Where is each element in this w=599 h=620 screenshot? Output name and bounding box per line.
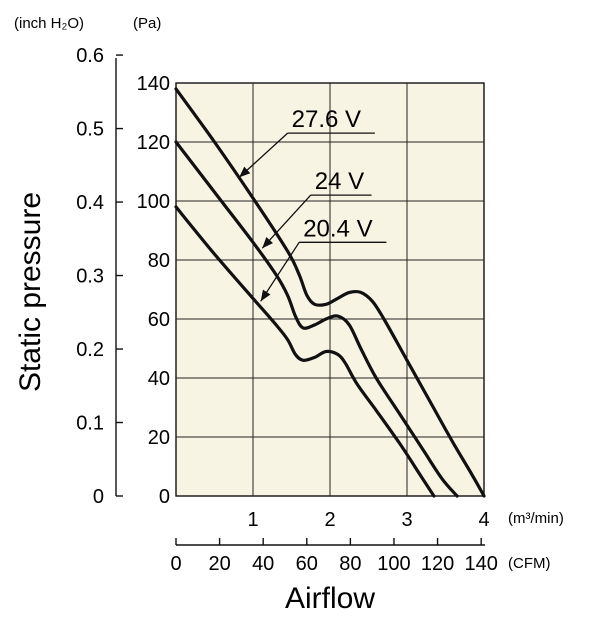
secondary-y-ticks: 0 0.1 0.2 0.3 0.4 0.5 0.6 bbox=[76, 45, 123, 508]
series-curves bbox=[174, 87, 486, 498]
series-line-20-4-V bbox=[174, 205, 436, 498]
series-annotations: 27.6 V 24 V 20.4 V bbox=[238, 106, 387, 302]
secondary-y-tick-label: 0.2 bbox=[76, 339, 104, 361]
secondary-x-tick-label: 0 bbox=[170, 553, 181, 575]
secondary-x-ticks: 0 20 40 60 80 100 120 140 bbox=[170, 538, 498, 575]
secondary-y-tick-label: 0.1 bbox=[76, 413, 104, 435]
series-leader-line bbox=[261, 194, 312, 249]
x-tick-label: 4 bbox=[478, 509, 489, 531]
y-tick-labels: 0 20 40 60 80 100 120 140 bbox=[137, 73, 170, 508]
x-tick-label: 2 bbox=[324, 509, 335, 531]
series-leader-line bbox=[260, 241, 300, 302]
series-label: 20.4 V bbox=[303, 215, 372, 242]
secondary-x-tick-label: 60 bbox=[296, 553, 318, 575]
y-tick-label: 120 bbox=[137, 132, 170, 154]
series-label: 24 V bbox=[315, 168, 364, 195]
secondary-y-tick-label: 0.3 bbox=[76, 266, 104, 288]
secondary-x-unit: (CFM) bbox=[508, 555, 550, 572]
x-axis-title: Airflow bbox=[285, 582, 375, 615]
x-tick-label: 3 bbox=[401, 509, 412, 531]
x-tick-labels: 1 2 3 4 bbox=[247, 509, 489, 531]
secondary-x-tick-label: 20 bbox=[208, 553, 230, 575]
series-arrowhead bbox=[260, 289, 271, 302]
secondary-x-tick-label: 80 bbox=[339, 553, 361, 575]
y-tick-label: 100 bbox=[137, 191, 170, 213]
secondary-x-tick-label: 40 bbox=[252, 553, 274, 575]
series-label: 27.6 V bbox=[292, 106, 361, 133]
x-tick-label: 1 bbox=[247, 509, 258, 531]
series-arrowhead bbox=[262, 237, 273, 249]
y-axis-title: Static pressure bbox=[14, 192, 47, 392]
series-arrowhead bbox=[239, 166, 251, 178]
secondary-y-tick-label: 0.6 bbox=[76, 45, 104, 67]
secondary-y-tick-label: 0.4 bbox=[76, 192, 104, 214]
y-tick-label: 0 bbox=[159, 486, 170, 508]
y-tick-label: 40 bbox=[148, 368, 170, 390]
secondary-x-tick-label: 100 bbox=[377, 553, 410, 575]
primary-x-unit: (m³/min) bbox=[508, 510, 564, 527]
secondary-x-tick-label: 140 bbox=[464, 553, 497, 575]
y-tick-label: 80 bbox=[148, 250, 170, 272]
secondary-y-unit: (inch H₂O) bbox=[14, 15, 84, 32]
series-line-24-V bbox=[174, 140, 459, 498]
secondary-y-tick-label: 0.5 bbox=[76, 119, 104, 141]
y-tick-label: 140 bbox=[137, 73, 170, 95]
primary-y-unit: (Pa) bbox=[133, 15, 161, 32]
series-line-27-6-V bbox=[174, 87, 486, 498]
secondary-y-tick-label: 0 bbox=[93, 486, 104, 508]
y-tick-label: 60 bbox=[148, 309, 170, 331]
secondary-x-tick-label: 120 bbox=[421, 553, 454, 575]
y-tick-label: 20 bbox=[148, 427, 170, 449]
